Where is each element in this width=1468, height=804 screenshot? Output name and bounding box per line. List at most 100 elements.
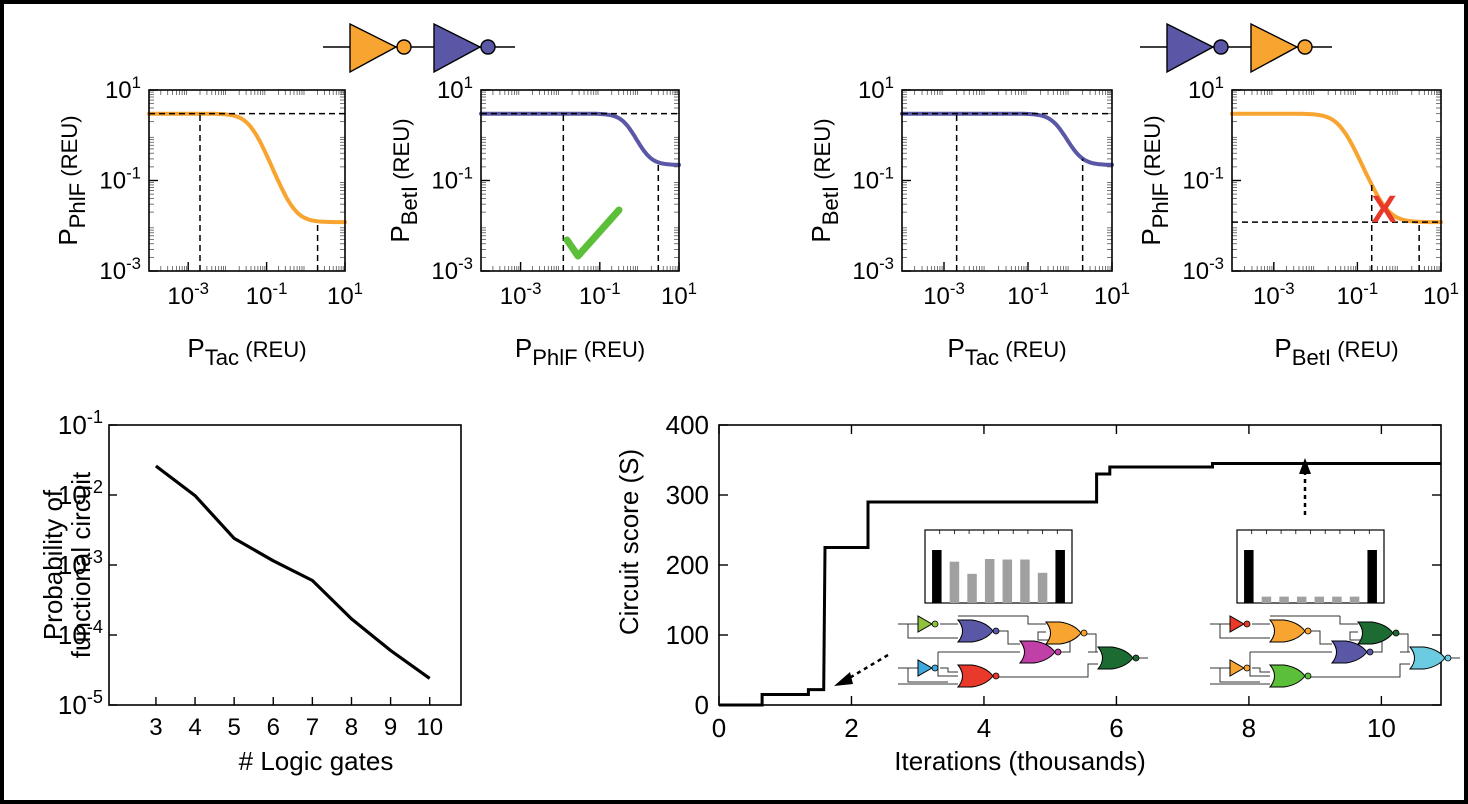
x-tick-label-exp: 1 [688,279,697,298]
y-tick-label-exp: 1 [464,73,473,92]
x-tick-label: 4 [977,713,991,743]
logic-gate-icon [1268,619,1312,643]
y-tick-label: 10-3 [431,254,473,285]
probability-line [154,464,431,680]
y-tick-label: 101 [1188,73,1224,104]
nor-gate-body [1018,640,1056,664]
x-tick-label: 2 [844,713,858,743]
inset-bar [1002,559,1013,603]
x-tick-label-exp: -1 [1363,279,1378,298]
y-tick-label-base: 10 [99,258,126,285]
circuit-wire [940,667,958,673]
inset-bar [1332,596,1342,603]
y-axis-label-unit: (REU) [1140,115,1165,183]
nor-gate-bubble [992,627,1000,635]
y-axis-label: Circuit score (S) [614,449,644,635]
x-tick-label-exp: -3 [526,279,541,298]
y-tick-label: 10-1 [1182,163,1224,194]
inset-bar [949,561,960,603]
x-axis-label-subscript: PhlF [532,345,577,370]
x-axis-label: PTac (REU) [947,333,1066,370]
y-tick-label-base: 10 [99,168,126,195]
circuit-wire [907,668,948,683]
y-tick-label-base: 10 [437,77,464,104]
y-tick-label-exp: -3 [126,254,141,273]
y-tick-label: 10-1 [852,163,894,194]
nor-gate-body [1330,640,1368,664]
x-axis-label-symbol: P [1274,333,1291,363]
y-axis-label: PPhlF (REU) [53,115,90,245]
y-tick-label-exp: 1 [1215,73,1224,92]
circuit-wire [1310,663,1410,678]
x-axis-label-unit: (REU) [239,337,307,362]
y-tick-label: 10-1 [58,407,103,440]
x-tick-label: 10-3 [500,279,542,310]
y-axis-label: Probability offunctional circuit [38,471,96,658]
circuit-wire [1027,616,1046,625]
y-axis-label-symbol: P [806,225,836,242]
circuit-wire [1252,667,1270,673]
y-tick-label-base: 10 [58,620,87,650]
nor-gate-body [1408,646,1446,670]
circuit-wire [1219,668,1260,683]
y-tick-label-base: 10 [1188,77,1215,104]
y-tick-label: 101 [105,73,141,104]
x-tick-label: 101 [1423,279,1459,310]
x-tick-label: 10-3 [167,279,209,310]
gate-schematic-right [1140,22,1332,74]
response-curve [1230,111,1443,225]
nor-gate-body [1268,664,1306,688]
x-axis-label-symbol: P [187,333,204,363]
nor-gate-bubble [1392,629,1400,637]
x-axis-label-unit: (REU) [999,337,1067,362]
inset-bar [1037,572,1048,603]
x-tick-label-exp: 1 [354,279,363,298]
circuit-diagram-low [898,615,1148,688]
y-tick-label: 10-1 [431,163,473,194]
x-tick-label: 101 [327,279,363,310]
circuit-wire [1310,630,1332,645]
x-tick-label: 101 [661,279,697,310]
x-tick-label: 6 [1109,713,1123,743]
y-tick-label-base: 10 [58,550,87,580]
inset-bar [1314,596,1325,603]
y-axis-label: PPhlF (REU) [1136,115,1173,245]
x-tick-label: 6 [267,714,280,741]
y-tick-label-exp: -3 [458,254,473,273]
x-axis-label-subscript: Tac [205,345,239,370]
circuit-wire [1339,616,1358,625]
inset-bar [967,573,977,603]
inset-frame [1236,529,1385,604]
circuit-wire [907,624,958,639]
x-tick-label-exp: -1 [606,279,621,298]
y-axis-label-unit: (REU) [810,118,835,186]
y-tick-label-base: 10 [58,480,87,510]
y-axis-label-line1: Probability of [38,489,68,640]
nor-gate-bubble [1080,629,1088,637]
x-axis-label-unit: (REU) [578,337,646,362]
inset_high_score [1236,529,1385,604]
x-tick-label: 8 [1242,713,1256,743]
y-tick-label: 400 [666,410,709,440]
circuit-wire [937,652,958,677]
arrow-to-low-score [845,653,889,682]
output-gate-icon [1408,646,1452,670]
y-axis-label-line2: functional circuit [66,471,96,658]
y-tick-label: 10-4 [58,617,103,650]
not-gate-bubble [1243,664,1251,672]
y-tick-label: 10-3 [99,254,141,285]
nor-gate-bubble [1304,672,1312,680]
not-gate-body [1229,659,1246,677]
x-tick-label: 10-1 [1007,279,1049,310]
y-tick-label-base: 10 [1182,168,1209,195]
nor-gate-body [1044,621,1082,645]
y-tick-label-base: 10 [852,258,879,285]
y-axis-label-symbol: P [53,228,83,245]
x-tick-label-base: 10 [1253,283,1280,310]
not-gate-body [1229,615,1246,633]
inset-bar [1296,596,1307,603]
not-gate-body [917,615,934,633]
